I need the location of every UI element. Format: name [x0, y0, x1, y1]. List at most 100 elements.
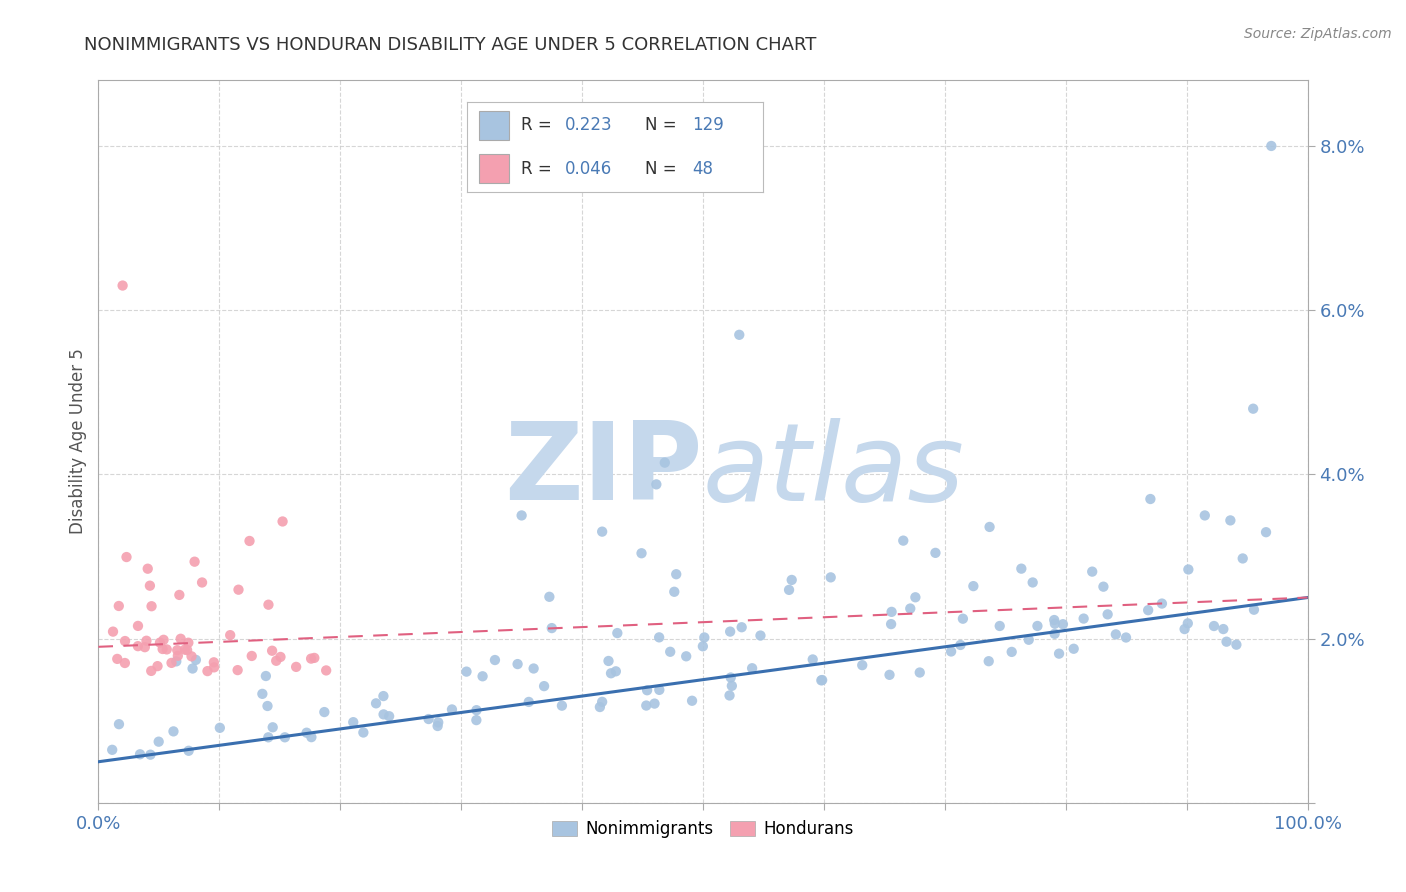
- Point: [718, 624, 741, 639]
- Point: [352, 725, 374, 739]
- Point: [1137, 603, 1160, 617]
- Point: [1043, 616, 1066, 631]
- Point: [962, 579, 984, 593]
- Point: [891, 533, 914, 548]
- Point: [314, 705, 336, 719]
- Point: [107, 599, 129, 613]
- Point: [427, 715, 450, 730]
- Point: [271, 515, 294, 529]
- Point: [523, 661, 546, 675]
- Point: [256, 698, 278, 713]
- Point: [780, 573, 803, 587]
- Point: [240, 648, 263, 663]
- Point: [741, 661, 763, 675]
- Point: [801, 652, 824, 666]
- Point: [315, 664, 337, 678]
- Point: [551, 698, 574, 713]
- Point: [156, 642, 179, 657]
- Point: [183, 555, 205, 569]
- Point: [1241, 401, 1264, 416]
- Point: [101, 624, 124, 639]
- Point: [778, 582, 800, 597]
- Point: [904, 591, 927, 605]
- Point: [191, 575, 214, 590]
- Point: [146, 659, 169, 673]
- Point: [378, 709, 401, 723]
- Point: [484, 653, 506, 667]
- Point: [1219, 513, 1241, 527]
- Point: [465, 703, 488, 717]
- Legend: Nonimmigrants, Hondurans: Nonimmigrants, Hondurans: [546, 814, 860, 845]
- Point: [506, 657, 529, 671]
- Point: [160, 656, 183, 670]
- Point: [228, 582, 250, 597]
- Point: [269, 649, 291, 664]
- Point: [165, 654, 187, 668]
- Point: [1194, 508, 1216, 523]
- Point: [373, 707, 395, 722]
- Point: [636, 683, 658, 698]
- Text: Source: ZipAtlas.com: Source: ZipAtlas.com: [1244, 27, 1392, 41]
- Point: [664, 584, 686, 599]
- Point: [177, 636, 200, 650]
- Text: ZIP: ZIP: [505, 417, 703, 524]
- Point: [141, 599, 163, 614]
- Point: [598, 654, 620, 668]
- Point: [115, 550, 138, 565]
- Point: [636, 698, 658, 713]
- Point: [173, 642, 195, 657]
- Point: [851, 658, 873, 673]
- Point: [257, 731, 280, 745]
- Point: [101, 743, 124, 757]
- Point: [108, 717, 131, 731]
- Point: [1081, 565, 1104, 579]
- Point: [1018, 632, 1040, 647]
- Point: [533, 679, 555, 693]
- Point: [1212, 622, 1234, 636]
- Point: [149, 635, 172, 649]
- Point: [1177, 616, 1199, 631]
- Point: [169, 588, 191, 602]
- Point: [264, 654, 287, 668]
- Point: [1105, 627, 1128, 641]
- Point: [1225, 638, 1247, 652]
- Point: [304, 651, 326, 665]
- Point: [721, 679, 744, 693]
- Point: [136, 562, 159, 576]
- Point: [426, 719, 449, 733]
- Point: [749, 628, 772, 642]
- Point: [659, 645, 682, 659]
- Point: [1073, 611, 1095, 625]
- Point: [114, 656, 136, 670]
- Y-axis label: Disability Age Under 5: Disability Age Under 5: [69, 349, 87, 534]
- Point: [181, 661, 204, 675]
- Point: [681, 694, 703, 708]
- Point: [129, 747, 152, 762]
- Point: [665, 567, 688, 582]
- Point: [285, 660, 308, 674]
- Point: [1010, 562, 1032, 576]
- Point: [1174, 622, 1197, 636]
- Text: atlas: atlas: [703, 418, 965, 523]
- Point: [252, 687, 274, 701]
- Point: [718, 689, 741, 703]
- Point: [176, 643, 198, 657]
- Point: [731, 620, 754, 634]
- Point: [1001, 645, 1024, 659]
- Point: [254, 669, 277, 683]
- Point: [373, 689, 395, 703]
- Point: [166, 648, 188, 663]
- Point: [1092, 580, 1115, 594]
- Point: [979, 520, 1001, 534]
- Point: [630, 546, 652, 560]
- Point: [720, 671, 742, 685]
- Point: [1202, 619, 1225, 633]
- Point: [908, 665, 931, 680]
- Point: [1232, 551, 1254, 566]
- Point: [898, 601, 921, 615]
- Point: [648, 631, 671, 645]
- Point: [262, 720, 284, 734]
- Point: [591, 695, 613, 709]
- Point: [114, 634, 136, 648]
- Point: [180, 649, 202, 664]
